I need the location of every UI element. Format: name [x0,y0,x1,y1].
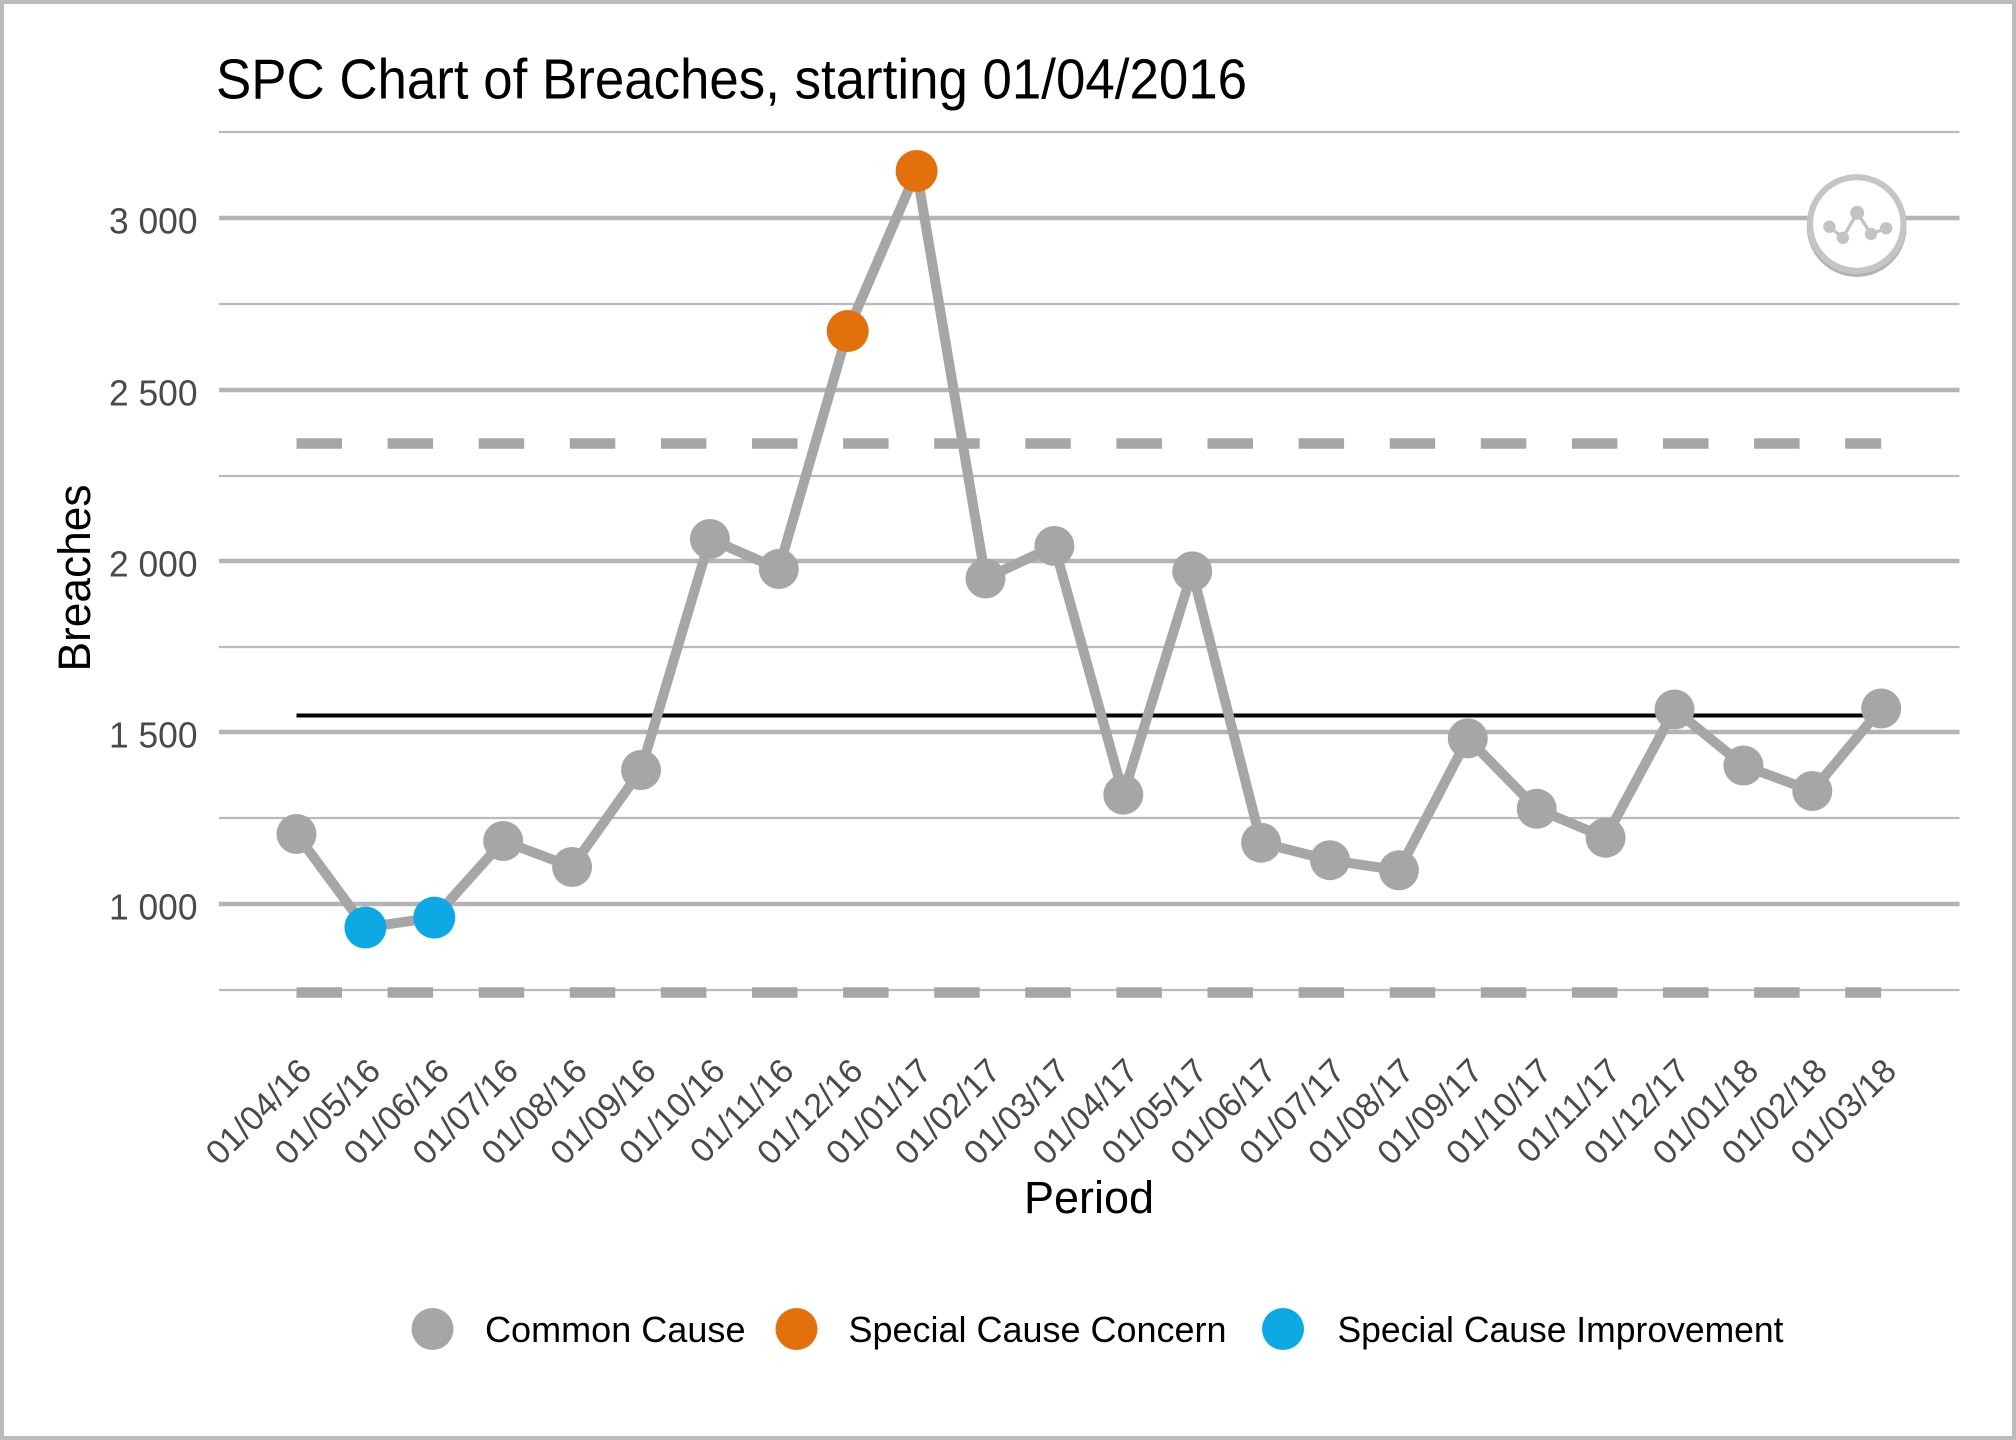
svg-text:Special Cause Improvement: Special Cause Improvement [1338,1309,1784,1350]
svg-text:1 000: 1 000 [109,886,198,927]
svg-text:3 000: 3 000 [109,200,198,241]
svg-text:SPC Chart of Breaches, startin: SPC Chart of Breaches, starting 01/04/20… [216,48,1247,112]
svg-text:Common Cause: Common Cause [485,1309,746,1350]
svg-text:2 000: 2 000 [109,543,198,584]
svg-text:Breaches: Breaches [49,485,100,672]
svg-text:Special Cause Concern: Special Cause Concern [849,1309,1227,1350]
svg-text:Period: Period [1024,1172,1154,1223]
svg-text:2 500: 2 500 [109,372,198,413]
svg-text:1 500: 1 500 [109,714,198,755]
